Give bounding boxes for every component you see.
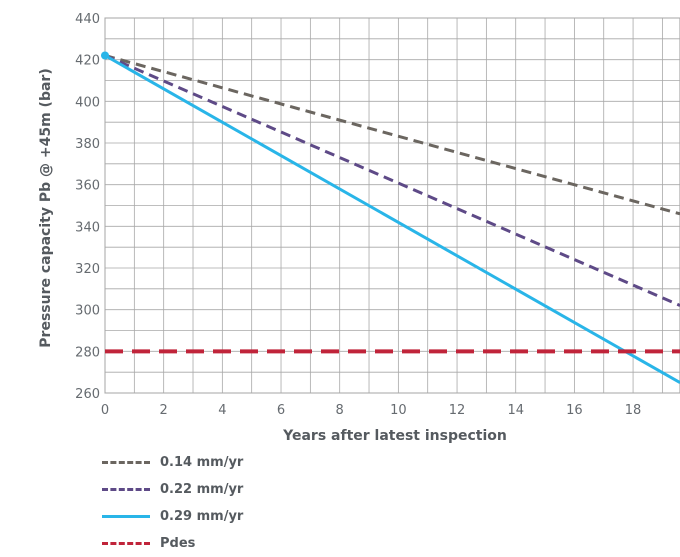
legend-item: 0.14 mm/yr bbox=[102, 449, 243, 476]
legend-label: Pdes bbox=[160, 536, 196, 551]
x-tick-labels: 0 2 4 6 8 10 12 14 16 18 bbox=[101, 403, 641, 418]
legend-swatch bbox=[102, 515, 150, 518]
series-line-0 bbox=[104, 54, 680, 216]
series-line-1 bbox=[104, 54, 680, 307]
x-tick-label: 14 bbox=[507, 403, 524, 418]
y-tick-label: 440 bbox=[75, 12, 100, 27]
x-tick-label: 6 bbox=[277, 403, 285, 418]
x-tick-label: 8 bbox=[336, 403, 344, 418]
legend-swatch bbox=[102, 461, 150, 464]
start-point-marker bbox=[101, 51, 109, 60]
series-layer bbox=[104, 54, 680, 384]
legend-item: 0.29 mm/yr bbox=[102, 503, 243, 530]
x-tick-label: 2 bbox=[160, 403, 168, 418]
legend-swatch bbox=[102, 542, 150, 545]
y-tick-label: 300 bbox=[75, 304, 100, 319]
y-tick-label: 360 bbox=[75, 179, 100, 194]
legend-label: 0.22 mm/yr bbox=[160, 482, 244, 497]
marker-layer bbox=[101, 51, 109, 60]
legend-item: Pdes bbox=[102, 530, 243, 557]
grid bbox=[104, 17, 680, 394]
y-axis-label: Pressure capacity Pb @ +45m (bar) bbox=[38, 68, 54, 347]
y-tick-label: 400 bbox=[75, 95, 100, 110]
legend: 0.14 mm/yr 0.22 mm/yr 0.29 mm/yr Pdes bbox=[102, 449, 243, 557]
y-tick-label: 420 bbox=[75, 54, 100, 69]
y-tick-labels: 260 280 300 320 340 360 380 400 420 440 bbox=[75, 12, 100, 402]
legend-swatch bbox=[102, 488, 150, 491]
series-line-2 bbox=[104, 54, 680, 384]
y-tick-label: 260 bbox=[75, 387, 100, 402]
legend-label: 0.29 mm/yr bbox=[160, 509, 244, 524]
x-axis-label: Years after latest inspection bbox=[282, 428, 507, 444]
y-tick-label: 340 bbox=[75, 220, 100, 235]
x-tick-label: 10 bbox=[390, 403, 407, 418]
x-tick-label: 18 bbox=[625, 403, 642, 418]
y-tick-label: 320 bbox=[75, 262, 100, 277]
legend-label: 0.14 mm/yr bbox=[160, 455, 244, 470]
legend-item: 0.22 mm/yr bbox=[102, 476, 243, 503]
y-tick-label: 380 bbox=[75, 137, 100, 152]
x-tick-label: 0 bbox=[101, 403, 109, 418]
x-tick-label: 4 bbox=[218, 403, 226, 418]
x-tick-label: 16 bbox=[566, 403, 583, 418]
x-tick-label: 12 bbox=[449, 403, 466, 418]
y-tick-label: 280 bbox=[75, 345, 100, 360]
